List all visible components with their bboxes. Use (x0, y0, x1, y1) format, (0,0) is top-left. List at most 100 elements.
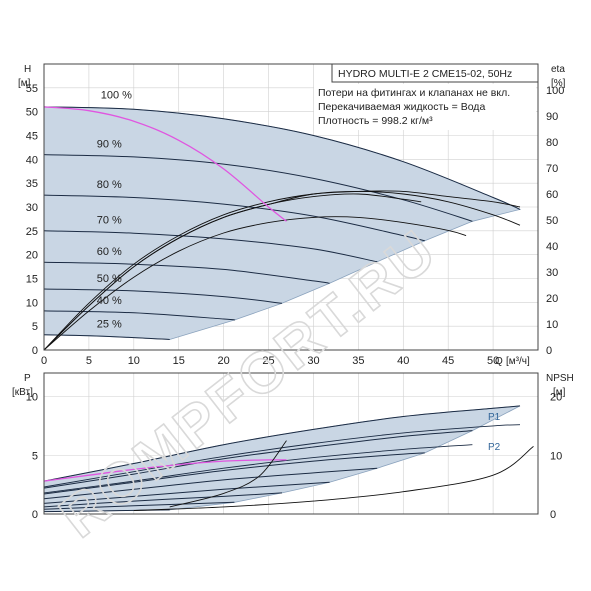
qh-y2-tick: 40 (546, 241, 558, 253)
qh-y-tick: 10 (26, 297, 38, 309)
p2-label: P2 (488, 442, 501, 453)
speed-label: 80 % (97, 179, 122, 191)
npsh-y2-tick-labels: 0 10 20 (550, 392, 562, 522)
qh-y-label: H (24, 64, 31, 75)
qh-y2-label: eta (551, 64, 565, 75)
efficiency-curves (43, 190, 521, 351)
p1-label: P1 (488, 412, 501, 423)
qh-x-tick: 15 (173, 355, 185, 367)
power-chart: 0 5 10 0 10 20 P [кВт] NPSH [м] P1 P2 (12, 372, 574, 522)
qh-y-tick: 5 (32, 321, 38, 333)
qh-y2-tick: 100 (546, 85, 564, 97)
p1-curve-50 (43, 492, 283, 508)
power-y-unit: [кВт] (12, 387, 33, 398)
qh-x-tick: 35 (352, 355, 364, 367)
npsh-y2-tick: 10 (550, 450, 562, 462)
qh-y-tick: 50 (26, 107, 38, 119)
p1-curve-60 (43, 481, 330, 504)
qh-highlight-curve (43, 106, 287, 222)
speed-label: 70 % (97, 215, 122, 227)
qh-x-tick-labels: 0 5 10 15 20 25 30 35 40 45 50 (41, 355, 499, 367)
eta-curve-2 (43, 190, 521, 351)
power-y-tick-labels: 0 5 10 (26, 392, 38, 522)
qh-curve-50 (43, 288, 283, 304)
qh-x-tick: 30 (307, 355, 319, 367)
info-note-fittings: Потери на фитингах и клапанах не вкл. (318, 87, 510, 99)
speed-labels: 100 % 90 % 80 % 70 % 60 % 50 % 40 % 25 % (97, 89, 132, 330)
npsh-curves (133, 440, 534, 511)
qh-y2-unit: [%] (551, 78, 566, 89)
qh-y2-tick-labels: 0 10 20 30 40 50 60 70 80 90 100 (546, 85, 564, 357)
qh-x-tick: 0 (41, 355, 47, 367)
qh-curve-60 (43, 261, 330, 284)
npsh-y2-label: NPSH (546, 373, 574, 384)
qh-y-tick: 15 (26, 274, 38, 286)
qh-curve-25 (43, 334, 170, 340)
qh-y2-tick: 70 (546, 163, 558, 175)
info-box (314, 84, 536, 130)
qh-x-tick: 40 (397, 355, 409, 367)
speed-label: 90 % (97, 138, 122, 150)
qh-curve-80 (43, 194, 425, 242)
qh-y2-tick: 10 (546, 319, 558, 331)
qh-y-tick: 25 (26, 226, 38, 238)
power-y-label: P (24, 373, 31, 384)
qh-x-label: Q (495, 356, 503, 367)
qh-x-tick: 5 (86, 355, 92, 367)
eta-curve-3 (43, 216, 467, 351)
qh-y-tick-labels: 0 5 10 15 20 25 30 35 40 45 50 55 (26, 83, 38, 357)
qh-x-tick: 50 (487, 355, 499, 367)
qh-y-tick: 20 (26, 250, 38, 262)
qh-x-tick: 20 (218, 355, 230, 367)
title-box (331, 63, 539, 83)
qh-y-tick: 40 (26, 154, 38, 166)
speed-label: 100 % (101, 89, 132, 101)
speed-label: 25 % (97, 319, 122, 331)
qh-x-tick: 25 (262, 355, 274, 367)
qh-y2-tick: 30 (546, 267, 558, 279)
p1-curve-90 (43, 430, 473, 489)
qh-y-tick: 35 (26, 178, 38, 190)
p2-curve-100 (43, 424, 521, 488)
qh-curves (43, 106, 521, 340)
p1-curve-70 (43, 467, 378, 500)
p2-curve-90 (43, 444, 473, 494)
qh-y2-tick: 80 (546, 137, 558, 149)
qh-y-tick: 45 (26, 131, 38, 143)
power-y-tick: 0 (32, 509, 38, 521)
eta-curve-4 (43, 193, 422, 351)
chart-title: HYDRO MULTI-E 2 CME15-02, 50Hz (338, 68, 512, 80)
qh-plot-frame (43, 63, 539, 351)
npsh-y2-unit: [м] (553, 387, 566, 398)
qh-y2-tick: 20 (546, 293, 558, 305)
p1-curve-100 (43, 405, 521, 482)
p1-curve-40 (43, 501, 235, 510)
npsh-y2-tick: 20 (550, 392, 562, 404)
qh-y-unit: [м] (18, 78, 31, 89)
speed-label: 60 % (97, 246, 122, 258)
power-plot-frame (43, 372, 539, 515)
qh-y-tick: 30 (26, 202, 38, 214)
qh-x-unit: [м³/ч] (506, 356, 530, 367)
power-curves (43, 405, 521, 513)
qh-curve-70 (43, 230, 378, 263)
qh-y2-tick: 50 (546, 215, 558, 227)
power-highlight-curve (43, 459, 287, 482)
qh-y2-tick: 60 (546, 189, 558, 201)
qh-y2-tick: 0 (546, 345, 552, 357)
power-y-tick: 5 (32, 450, 38, 462)
qh-y-tick: 55 (26, 83, 38, 95)
qh-y-tick: 0 (32, 345, 38, 357)
speed-label: 50 % (97, 273, 122, 285)
qh-curve-100 (43, 106, 521, 210)
npsh-y2-tick: 0 (550, 509, 556, 521)
qh-x-tick: 45 (442, 355, 454, 367)
info-note-liquid: Перекачиваемая жидкость = Вода (318, 101, 485, 113)
npsh-curve-2 (169, 440, 287, 508)
qh-chart: 0 5 10 15 20 25 30 35 40 45 50 0 5 10 15 20 25 30 35 40 45 5… (18, 63, 566, 367)
qh-x-tick: 10 (128, 355, 140, 367)
power-y-tick: 10 (26, 392, 38, 404)
p1-curve-80 (43, 452, 425, 495)
qh-curve-90 (43, 154, 473, 222)
